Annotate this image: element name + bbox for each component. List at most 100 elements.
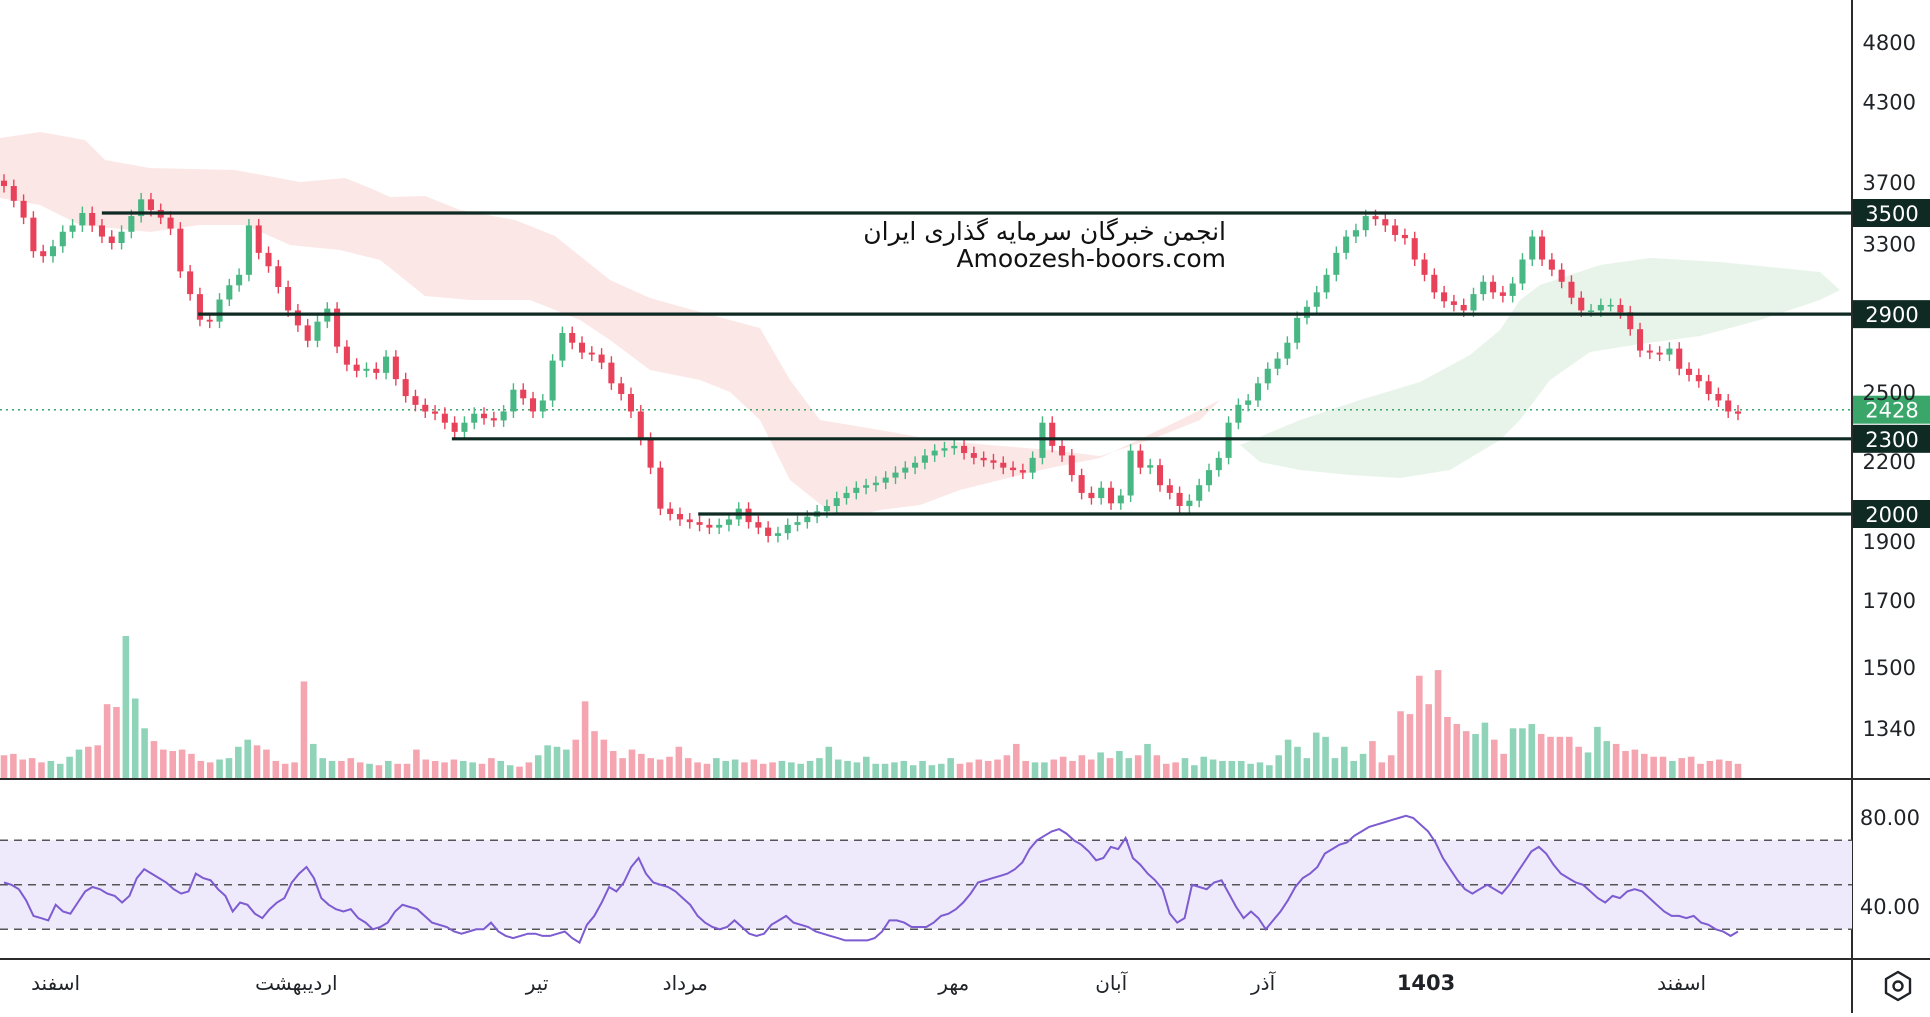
candle bbox=[294, 304, 301, 332]
watermark-url: Amoozesh-boors.com bbox=[956, 244, 1226, 273]
candle-body bbox=[1519, 259, 1526, 284]
last-price-badge-bg bbox=[1853, 395, 1930, 424]
candle bbox=[1088, 486, 1095, 505]
candle-body bbox=[1401, 234, 1408, 239]
candle-body bbox=[627, 393, 635, 412]
candle-body bbox=[1078, 475, 1085, 493]
candle bbox=[69, 219, 76, 239]
candle bbox=[1568, 275, 1575, 305]
support-resistance-level[interactable]: 2900 bbox=[198, 300, 1930, 329]
candle bbox=[1137, 444, 1144, 475]
candle bbox=[765, 521, 772, 543]
volume-bar bbox=[431, 760, 439, 778]
candle-body bbox=[1333, 252, 1340, 275]
time-axis[interactable]: اسفند اردیبهشت تیر مرداد مهر آبان آذر 1403 اسفند bbox=[31, 970, 1706, 995]
volume-bar bbox=[1519, 728, 1526, 778]
volume-bar bbox=[638, 753, 645, 778]
candle bbox=[20, 194, 27, 225]
chart-settings-button[interactable] bbox=[1878, 968, 1918, 1004]
time-tick-label: اسفند bbox=[31, 971, 80, 995]
candle bbox=[578, 336, 586, 360]
candle bbox=[285, 280, 292, 317]
candle-body bbox=[706, 524, 713, 528]
candle bbox=[373, 362, 380, 380]
candle bbox=[1000, 456, 1007, 475]
candle-body bbox=[1000, 462, 1007, 468]
candle-body bbox=[285, 287, 292, 311]
candle bbox=[314, 315, 321, 348]
candle-body bbox=[373, 368, 380, 373]
volume-bar bbox=[85, 746, 92, 778]
volume-bar bbox=[338, 760, 345, 778]
volume-bar bbox=[75, 749, 83, 778]
candle-body bbox=[1558, 269, 1565, 282]
candle-body bbox=[1725, 400, 1732, 412]
candle-body bbox=[598, 354, 605, 363]
candle bbox=[833, 491, 840, 513]
candle-body bbox=[569, 333, 576, 343]
candle bbox=[500, 405, 507, 427]
candle-body bbox=[98, 225, 106, 237]
candle bbox=[696, 515, 703, 532]
candle-body bbox=[1068, 455, 1075, 476]
candle bbox=[1010, 461, 1017, 477]
candle-body bbox=[196, 294, 203, 320]
candle-body bbox=[1196, 485, 1203, 501]
volume-bar bbox=[281, 763, 289, 778]
candle bbox=[1284, 336, 1291, 366]
settings-icon bbox=[1884, 970, 1912, 1002]
candle-body bbox=[1568, 281, 1575, 298]
volume-bar bbox=[909, 765, 917, 778]
volume-bar bbox=[1622, 751, 1629, 778]
candle-body bbox=[1343, 236, 1350, 253]
volume-bar bbox=[103, 704, 111, 778]
candle-body bbox=[1235, 404, 1242, 423]
volume-bar bbox=[413, 749, 420, 778]
candle bbox=[432, 405, 439, 421]
price-tick-label: 3300 bbox=[1863, 233, 1916, 257]
candle-body bbox=[216, 299, 223, 322]
volume-bar bbox=[347, 758, 355, 778]
candle-body bbox=[1431, 274, 1438, 293]
level-badge: 2300 bbox=[1853, 424, 1930, 453]
volume-bar bbox=[591, 731, 598, 778]
candle bbox=[1127, 444, 1134, 502]
volume-bar bbox=[1500, 753, 1507, 778]
candle bbox=[402, 372, 409, 403]
candle bbox=[245, 219, 252, 282]
rsi-pane[interactable] bbox=[0, 814, 1852, 945]
volume-bar bbox=[1341, 746, 1348, 778]
candle bbox=[921, 449, 928, 470]
price-axis[interactable]: 4800 4300 3700 3300 2500 2200 1900 1700 1500 1340 bbox=[1863, 31, 1916, 741]
candle-body bbox=[402, 379, 409, 397]
volume-bar bbox=[563, 749, 570, 778]
candle-body bbox=[1156, 465, 1164, 486]
rsi-axis[interactable]: 80.00 40.00 bbox=[1860, 806, 1920, 919]
candle bbox=[980, 451, 987, 467]
volume-bar bbox=[1444, 716, 1451, 778]
candle-body bbox=[941, 448, 948, 451]
candle-body bbox=[1049, 422, 1056, 446]
candle-body bbox=[618, 383, 625, 394]
horizontal-levels[interactable]: 3500 2900 2300 2000 2428 bbox=[101, 199, 1930, 528]
support-resistance-level[interactable]: 3500 bbox=[101, 199, 1930, 227]
volume-bar bbox=[197, 760, 205, 778]
candle bbox=[961, 439, 968, 460]
candle-body bbox=[1117, 495, 1124, 504]
volume-bar bbox=[853, 762, 861, 778]
candle-body bbox=[79, 213, 86, 226]
candle-body bbox=[1215, 457, 1222, 471]
candle bbox=[1499, 285, 1506, 303]
price-tick-label: 3700 bbox=[1863, 171, 1916, 195]
candle-body bbox=[187, 271, 194, 295]
support-resistance-level[interactable]: 2300 bbox=[451, 424, 1930, 453]
candle bbox=[187, 264, 194, 301]
candle-body bbox=[1254, 383, 1262, 401]
volume-bar bbox=[366, 763, 373, 778]
support-resistance-level[interactable]: 2000 bbox=[698, 500, 1930, 528]
volume-bar bbox=[1509, 728, 1517, 778]
candle-body bbox=[970, 453, 977, 458]
candle-body bbox=[10, 186, 17, 201]
